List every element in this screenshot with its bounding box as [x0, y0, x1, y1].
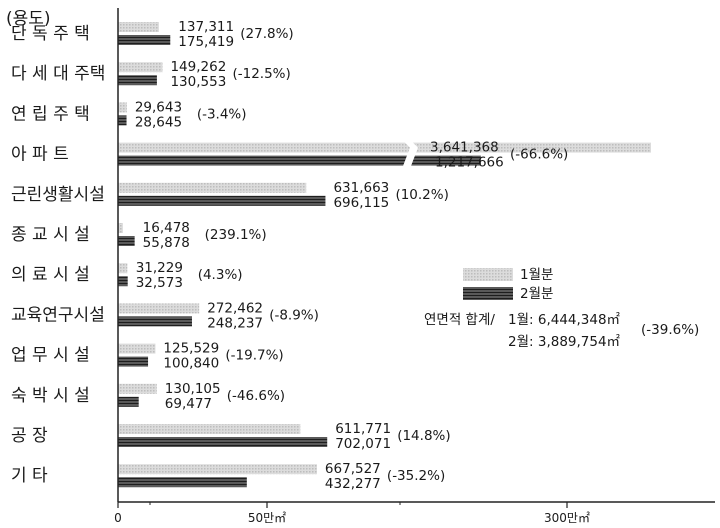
x-tick-label: 300만㎡ [544, 511, 590, 525]
bar-1wol-0 [118, 22, 159, 32]
value-label-1wol: 130,105 [165, 381, 221, 397]
legend-label-1: 1월분 [520, 267, 553, 283]
bar-2wol-4 [118, 195, 326, 206]
change-label: (-46.6%) [227, 388, 285, 404]
bar-2wol-2 [118, 115, 127, 126]
change-label: (-12.5%) [232, 66, 290, 82]
category-label: 연 립 주 택 [11, 104, 90, 124]
bar-2wol-5 [118, 236, 135, 246]
total-prefix: 연면적 합계/ [424, 312, 495, 328]
value-label-2wol: 696,115 [333, 195, 389, 211]
total-annotation: 연면적 합계/ 1월: 6,444,348㎡ 2월: 3,889,754㎡ (-… [424, 312, 699, 350]
bar-1wol-6 [118, 263, 128, 274]
category-label: 교육연구시설 [11, 305, 105, 325]
bar-1wol-4 [118, 182, 307, 193]
category-label: 의 료 시 설 [11, 265, 90, 285]
category-label: 기 타 [11, 466, 48, 486]
bar-2wol-1 [118, 75, 157, 86]
bar-1wol-3 [118, 142, 651, 153]
x-tick-label: 0 [114, 511, 122, 525]
value-label-2wol: 28,645 [135, 114, 182, 130]
value-label-2wol: 1,217,666 [435, 155, 504, 171]
bar-2wol-7 [118, 316, 192, 327]
change-label: (4.3%) [198, 267, 243, 283]
bar-1wol-11 [118, 464, 317, 475]
value-label-2wol: 432,277 [325, 476, 381, 492]
axis-break-mark [402, 139, 418, 169]
value-label-1wol: 31,229 [136, 260, 183, 276]
x-tick-label: 50만㎡ [248, 511, 286, 525]
bar-2wol-8 [118, 356, 149, 367]
bar-2wol-11 [118, 477, 247, 488]
value-label-2wol: 702,071 [335, 436, 391, 452]
y-axis-title: (용도) [6, 9, 51, 29]
bar-1wol-7 [118, 303, 200, 314]
value-label-2wol: 100,840 [163, 356, 219, 372]
category-label: 종 교 시 설 [11, 225, 90, 245]
change-label: (27.8%) [240, 26, 293, 42]
value-label-1wol: 611,771 [335, 421, 391, 437]
total-change: (-39.6%) [641, 322, 699, 338]
bar-1wol-9 [118, 383, 157, 394]
value-label-2wol: 32,573 [136, 275, 183, 291]
change-label: (239.1%) [205, 227, 267, 243]
change-label: (-66.6%) [510, 147, 568, 163]
bar-1wol-10 [118, 424, 301, 434]
category-label: 숙 박 시 설 [11, 386, 90, 406]
category-label: 단 독 주 택 [11, 24, 90, 44]
total-jan: 1월: 6,444,348㎡ [508, 312, 621, 328]
legend: 1월분 2월분 [463, 267, 553, 302]
value-label-1wol: 149,262 [170, 59, 226, 75]
value-label-1wol: 631,663 [333, 180, 389, 196]
category-label: 업 무 시 설 [11, 346, 90, 366]
bar-1wol-1 [118, 62, 163, 73]
bar-1wol-2 [118, 102, 127, 113]
value-label-1wol: 3,641,368 [430, 140, 499, 156]
category-label: 다 세 대 주택 [11, 64, 105, 84]
change-label: (14.8%) [397, 428, 450, 444]
change-label: (-19.7%) [225, 348, 283, 364]
category-label: 공 장 [11, 426, 48, 446]
bar-1wol-5 [118, 223, 123, 233]
category-label: 아 파 트 [11, 145, 69, 165]
bar-2wol-9 [118, 396, 139, 407]
value-label-2wol: 130,553 [170, 74, 226, 90]
category-label: 근린생활시설 [11, 185, 105, 205]
bar-2wol-10 [118, 437, 328, 447]
change-label: (-8.9%) [269, 307, 319, 323]
value-label-1wol: 137,311 [178, 19, 234, 35]
value-label-2wol: 69,477 [165, 396, 212, 412]
bar-1wol-8 [118, 343, 156, 354]
change-label: (-3.4%) [197, 106, 247, 122]
change-label: (-35.2%) [387, 468, 445, 484]
value-label-1wol: 29,643 [135, 99, 182, 115]
bar-2wol-0 [118, 35, 171, 45]
value-label-1wol: 667,527 [325, 461, 381, 477]
legend-swatch-1 [463, 268, 513, 281]
bar-2wol-3 [118, 155, 481, 166]
value-label-2wol: 175,419 [178, 34, 234, 50]
value-label-1wol: 16,478 [143, 220, 190, 236]
legend-swatch-2 [463, 287, 513, 300]
total-feb: 2월: 3,889,754㎡ [508, 334, 621, 350]
bar-2wol-6 [118, 276, 128, 287]
legend-label-2: 2월분 [520, 286, 553, 302]
value-label-1wol: 272,462 [207, 300, 263, 316]
change-label: (10.2%) [395, 187, 448, 203]
value-label-2wol: 248,237 [207, 315, 263, 331]
value-label-2wol: 55,878 [143, 235, 190, 251]
value-label-1wol: 125,529 [163, 341, 219, 357]
